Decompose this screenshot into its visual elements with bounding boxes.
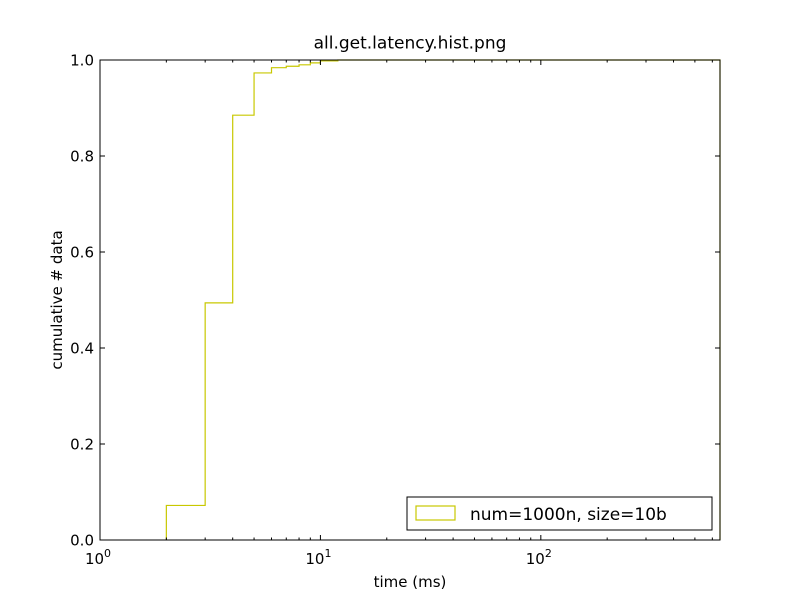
y-tick-label: 0.8 [70, 148, 94, 166]
x-tick-label-exponent: 1 [324, 547, 331, 560]
x-axis-label: time (ms) [374, 573, 447, 591]
x-tick-label: 101 [305, 547, 331, 568]
y-axis-label: cumulative # data [48, 230, 66, 369]
y-tick-label: 0.4 [70, 340, 94, 358]
y-tick-label: 1.0 [70, 52, 94, 70]
series-line-0 [165, 59, 721, 540]
legend-swatch [415, 505, 456, 521]
x-tick-label: 100 [85, 547, 111, 568]
y-tick-label: 0.2 [70, 436, 94, 454]
x-tick-label: 102 [526, 547, 552, 568]
legend-box [406, 496, 713, 531]
y-tick-label: 0.0 [70, 532, 94, 550]
legend: num=1000n, size=10b [406, 496, 713, 531]
plot-frame [99, 59, 721, 541]
x-tick-label-base: 10 [526, 550, 545, 568]
chart-title: all.get.latency.hist.png [314, 34, 507, 54]
y-tick-label: 0.6 [70, 244, 94, 262]
legend-label: num=1000n, size=10b [470, 505, 667, 525]
x-tick-label-base: 10 [305, 550, 324, 568]
x-tick-label-exponent: 2 [545, 547, 552, 560]
x-tick-label-exponent: 0 [104, 547, 111, 560]
x-tick-label-base: 10 [85, 550, 104, 568]
